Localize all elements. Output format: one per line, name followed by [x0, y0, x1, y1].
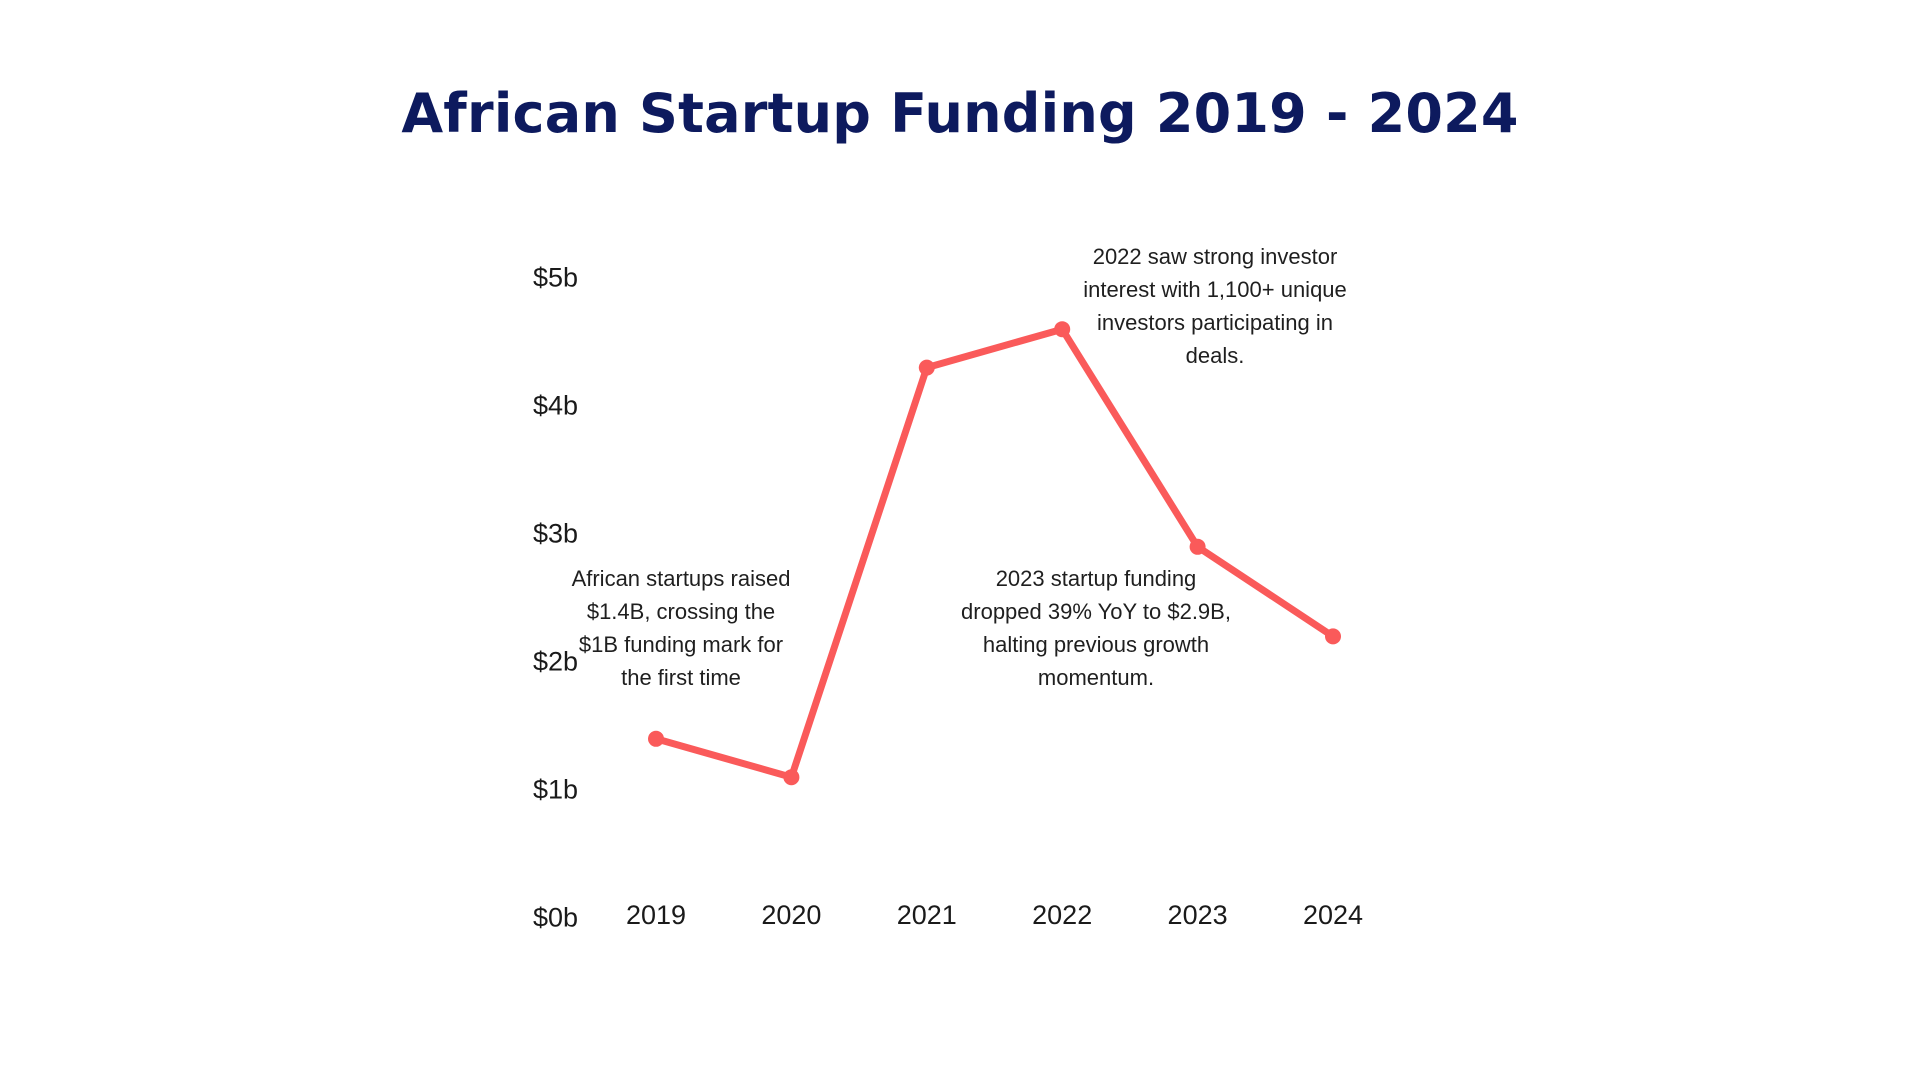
y-axis-tick-label: $4b — [532, 390, 578, 421]
series-markers — [648, 321, 1341, 786]
series-data-point — [1054, 321, 1071, 338]
series-line-path — [652, 325, 1337, 781]
annotation-2019: African startups raised $1.4B, crossing … — [571, 566, 791, 690]
annotation-2023: 2023 startup funding dropped 39% YoY to … — [961, 566, 1231, 690]
annotation-2022: 2022 saw strong investor interest with 1… — [1083, 244, 1347, 368]
y-axis-tick-label: $2b — [532, 646, 578, 677]
y-axis-tick-label: $0b — [532, 902, 578, 933]
page-title: African Startup Funding 2019 - 2024 — [401, 82, 1519, 145]
series-data-point — [1189, 538, 1206, 555]
x-axis-tick-label: 2022 — [1032, 900, 1093, 930]
series-data-point — [918, 359, 935, 376]
series-data-point — [1325, 628, 1341, 645]
series-data-point — [783, 769, 800, 786]
x-axis-tick-label: 2019 — [625, 900, 687, 930]
series-data-point — [648, 730, 664, 747]
y-axis-tick-label: $5b — [532, 262, 578, 293]
x-axis-tick-label: 2023 — [1167, 900, 1228, 930]
x-axis-tick-label: 2024 — [1302, 900, 1364, 930]
x-axis-tick-label: 2020 — [761, 900, 822, 930]
x-axis-tick-label: 2021 — [896, 900, 957, 930]
y-axis-tick-label: $1b — [532, 774, 578, 805]
y-axis-tick-label: $3b — [532, 518, 578, 549]
